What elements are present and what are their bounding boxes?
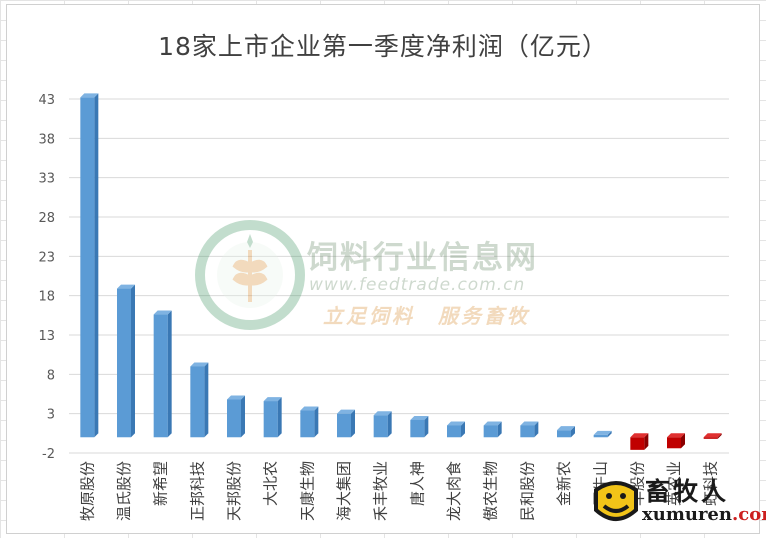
bar-top — [190, 362, 209, 367]
bar-side — [571, 426, 575, 438]
bar — [593, 434, 608, 438]
category-label: 天康生物 — [298, 461, 316, 521]
bar-top — [410, 415, 429, 420]
category-label: 温氏股份 — [115, 461, 133, 521]
y-tick-label: 28 — [38, 211, 55, 226]
bar-side — [241, 395, 245, 438]
bar — [373, 415, 388, 438]
bar-top — [153, 310, 172, 315]
category-label: 民和股份 — [518, 461, 536, 521]
bar — [190, 366, 205, 438]
y-tick-label: 8 — [47, 368, 55, 383]
bar-top — [703, 433, 722, 438]
y-tick-label: 3 — [47, 408, 55, 423]
chart-title: 18家上市企业第一季度净利润（亿元） — [158, 32, 608, 61]
bar-side — [534, 421, 539, 438]
bar-top — [447, 421, 465, 426]
y-tick-label: 38 — [38, 132, 55, 147]
category-label: 英农业 — [665, 461, 683, 506]
category-label: 禾丰牧业 — [372, 461, 390, 521]
category-label: 牧原股份 — [78, 461, 96, 521]
bar-side — [314, 406, 319, 438]
bar-side — [497, 421, 502, 438]
category-label: 正邦科技 — [188, 461, 206, 521]
bar-top — [300, 406, 319, 411]
bar-side — [387, 411, 392, 438]
bar — [667, 437, 681, 449]
bar — [337, 413, 351, 438]
category-label: 大北农 — [262, 461, 280, 506]
bar — [447, 425, 461, 438]
bar-side — [167, 310, 172, 438]
bar — [117, 288, 131, 438]
bar-top — [227, 395, 245, 400]
y-tick-label: 13 — [38, 329, 55, 344]
bar — [80, 97, 95, 438]
category-label: 傲农生物 — [482, 461, 500, 521]
logo-domain-tld: .com — [731, 504, 766, 525]
logo-domain: xumuren.com — [642, 504, 766, 525]
bar-top — [483, 421, 502, 426]
bar-top — [667, 433, 685, 438]
category-label: 金新农 — [555, 461, 573, 506]
bar-top — [263, 397, 282, 402]
y-tick-label: 23 — [38, 250, 55, 265]
chart-container: 18家上市企业第一季度净利润（亿元） -2 3 8 13 18 23 28 33 38 43 牧原股… — [6, 4, 760, 534]
bar-side — [717, 433, 722, 439]
category-label: 唐人神 — [408, 461, 426, 506]
category-label: 天邦股份 — [225, 461, 243, 521]
category-label: 虹科技 — [702, 461, 720, 506]
y-tick-label: 43 — [38, 93, 55, 108]
bar-top — [630, 433, 649, 438]
bar-side — [204, 362, 209, 438]
category-label: 海大集团 — [335, 461, 353, 521]
bar-side — [644, 433, 649, 450]
bar — [153, 314, 168, 438]
category-label: 龙大肉食 — [445, 461, 463, 521]
bar-side — [351, 409, 355, 438]
bar-top — [373, 411, 392, 416]
bar-side — [277, 397, 282, 438]
y-tick-label: -2 — [42, 447, 55, 462]
bar — [263, 401, 278, 438]
y-tick-label: 33 — [38, 172, 55, 187]
bar-top — [520, 421, 539, 426]
bar — [703, 437, 718, 439]
bar — [557, 430, 571, 438]
bar-side — [461, 421, 465, 438]
xumuren-logo: 畜牧人 xumuren.com — [590, 470, 766, 532]
bar-top — [117, 284, 135, 289]
logo-domain-name: xumuren — [642, 504, 732, 525]
bar — [483, 425, 498, 438]
logo-name: 畜牧人 — [645, 477, 730, 506]
bar-side — [94, 93, 99, 438]
bar-top — [337, 409, 355, 414]
category-label: 新希望 — [152, 461, 170, 506]
y-tick-label: 18 — [38, 290, 55, 305]
bar-side — [424, 415, 429, 438]
bar-side — [607, 430, 612, 438]
bar — [227, 399, 241, 438]
bar-top — [593, 430, 612, 435]
bar — [630, 437, 645, 450]
bar — [410, 419, 425, 438]
bar-side — [131, 284, 135, 438]
bar — [300, 410, 315, 438]
bar-side — [681, 433, 685, 449]
bar-top — [80, 93, 99, 98]
bar — [520, 425, 535, 438]
smile-logo-icon — [594, 481, 638, 521]
bar-top — [557, 426, 575, 431]
